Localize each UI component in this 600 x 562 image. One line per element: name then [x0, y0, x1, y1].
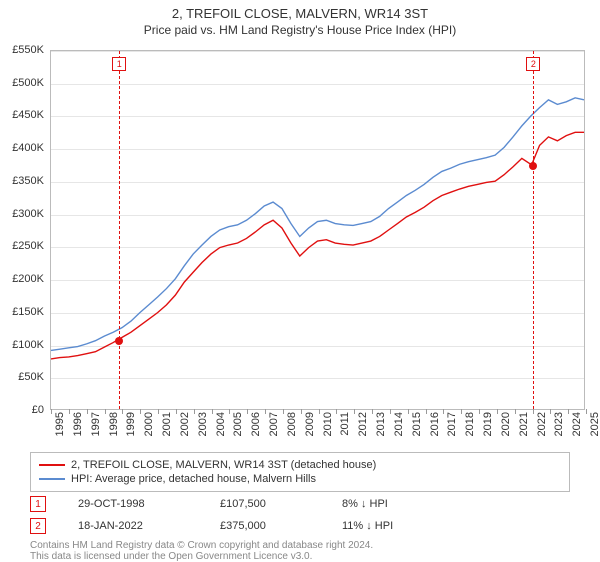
- x-tick-label: 1995: [54, 412, 66, 436]
- y-tick-label: £300K: [12, 208, 44, 220]
- marker-badge-on-chart: 1: [112, 57, 126, 71]
- marker-point: [529, 162, 537, 170]
- marker-price: £107,500: [220, 498, 310, 510]
- y-tick-label: £100K: [12, 339, 44, 351]
- y-tick-label: £400K: [12, 142, 44, 154]
- x-tick-label: 2005: [232, 412, 244, 436]
- marker-date: 29-OCT-1998: [78, 498, 188, 510]
- legend-swatch: [39, 464, 65, 466]
- x-tick-label: 2012: [357, 412, 369, 436]
- chart-title: 2, TREFOIL CLOSE, MALVERN, WR14 3ST: [0, 6, 600, 21]
- y-tick-label: £0: [32, 404, 44, 416]
- y-tick-label: £350K: [12, 175, 44, 187]
- x-tick-label: 2008: [286, 412, 298, 436]
- x-tick-label: 2017: [446, 412, 458, 436]
- x-tick-label: 2001: [161, 412, 173, 436]
- x-tick-label: 2024: [571, 412, 583, 436]
- y-tick-label: £250K: [12, 240, 44, 252]
- title-block: 2, TREFOIL CLOSE, MALVERN, WR14 3ST Pric…: [0, 0, 600, 39]
- y-tick-label: £200K: [12, 273, 44, 285]
- legend-label: 2, TREFOIL CLOSE, MALVERN, WR14 3ST (det…: [71, 459, 376, 471]
- chart-container: 2, TREFOIL CLOSE, MALVERN, WR14 3ST Pric…: [0, 0, 600, 560]
- x-tick-label: 1997: [90, 412, 102, 436]
- marker-point: [115, 337, 123, 345]
- x-tick-label: 2004: [215, 412, 227, 436]
- x-tick-label: 1998: [108, 412, 120, 436]
- x-tick-label: 2009: [304, 412, 316, 436]
- marker-vline: [533, 51, 534, 409]
- marker-delta: 8% ↓ HPI: [342, 498, 388, 510]
- y-tick-label: £550K: [12, 44, 44, 56]
- y-tick-label: £450K: [12, 109, 44, 121]
- y-tick-label: £500K: [12, 77, 44, 89]
- x-tick-label: 2021: [518, 412, 530, 436]
- x-tick-label: 2011: [339, 412, 351, 436]
- y-tick-label: £150K: [12, 306, 44, 318]
- x-tick-label: 2007: [268, 412, 280, 436]
- footer-line-1: Contains HM Land Registry data © Crown c…: [30, 540, 570, 551]
- legend-item: 2, TREFOIL CLOSE, MALVERN, WR14 3ST (det…: [39, 459, 561, 471]
- footer-line-2: This data is licensed under the Open Gov…: [30, 551, 570, 562]
- series-red: [51, 132, 584, 359]
- legend-swatch: [39, 478, 65, 480]
- x-axis-labels: 1995 1996 1997 1998 1999 2000 2001 2002 2003 2004…: [50, 412, 585, 452]
- x-tick-label: 2013: [375, 412, 387, 436]
- legend-label: HPI: Average price, detached house, Malv…: [71, 473, 316, 485]
- marker-date: 18-JAN-2022: [78, 520, 188, 532]
- x-tick-label: 2002: [179, 412, 191, 436]
- x-tick-label: 2000: [143, 412, 155, 436]
- x-tick-label: 2019: [482, 412, 494, 436]
- line-plots: [51, 51, 584, 409]
- x-tick-label: 2018: [464, 412, 476, 436]
- marker-vline: [119, 51, 120, 409]
- x-tick-label: 2006: [250, 412, 262, 436]
- x-tick-label: 2022: [536, 412, 548, 436]
- x-tick-label: 2025: [589, 412, 600, 436]
- marker-row-1: 1 29-OCT-1998 £107,500 8% ↓ HPI: [30, 496, 570, 512]
- x-tick-label: 2015: [411, 412, 423, 436]
- marker-row-2: 2 18-JAN-2022 £375,000 11% ↓ HPI: [30, 518, 570, 534]
- marker-badge: 2: [30, 518, 46, 534]
- series-blue: [51, 98, 584, 351]
- marker-badge: 1: [30, 496, 46, 512]
- x-tick-label: 2023: [553, 412, 565, 436]
- x-tick-label: 2016: [429, 412, 441, 436]
- plot-area: 12: [50, 50, 585, 410]
- x-tick-label: 2014: [393, 412, 405, 436]
- marker-price: £375,000: [220, 520, 310, 532]
- x-tick-label: 1996: [72, 412, 84, 436]
- x-tick-label: 2020: [500, 412, 512, 436]
- legend: 2, TREFOIL CLOSE, MALVERN, WR14 3ST (det…: [30, 452, 570, 492]
- legend-item: HPI: Average price, detached house, Malv…: [39, 473, 561, 485]
- footer-attribution: Contains HM Land Registry data © Crown c…: [30, 540, 570, 562]
- marker-badge-on-chart: 2: [526, 57, 540, 71]
- y-axis-labels: £0£50K£100K£150K£200K£250K£300K£350K£400…: [0, 50, 48, 410]
- chart-subtitle: Price paid vs. HM Land Registry's House …: [0, 23, 600, 37]
- x-tick-label: 2003: [197, 412, 209, 436]
- y-tick-label: £50K: [18, 371, 44, 383]
- marker-delta: 11% ↓ HPI: [342, 520, 393, 532]
- x-tick-label: 2010: [322, 412, 334, 436]
- x-tick-label: 1999: [125, 412, 137, 436]
